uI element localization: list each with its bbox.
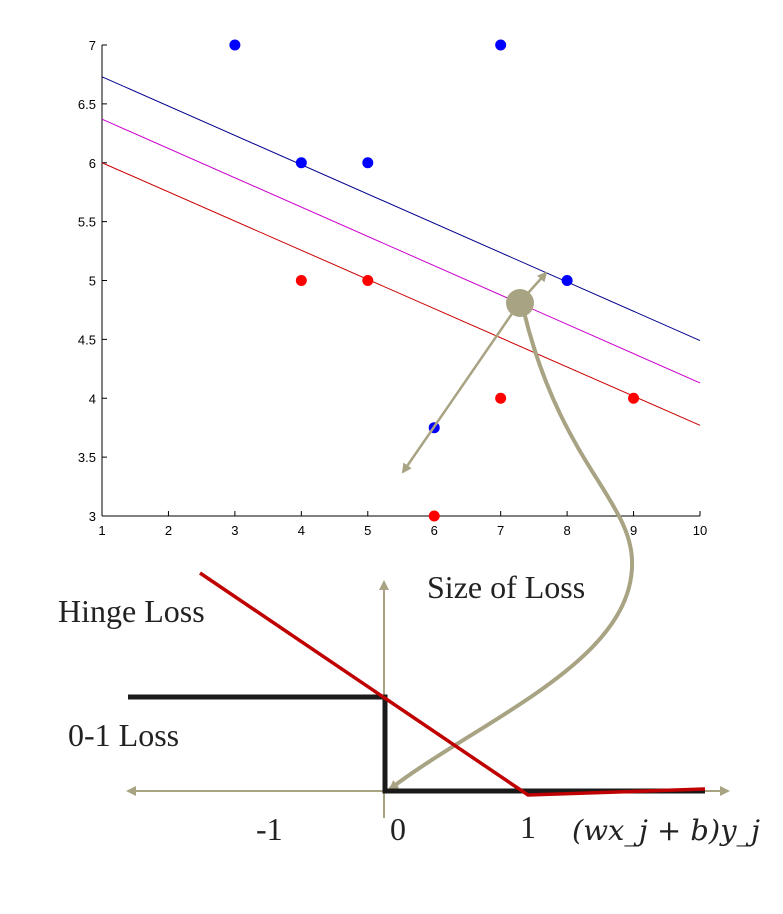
loss-axis-label: (wx_j + b)y_j xyxy=(572,814,760,847)
y-tick-label: 3.5 xyxy=(78,450,96,465)
y-tick-label: 3 xyxy=(89,509,96,524)
x-tick-label: 6 xyxy=(431,523,438,538)
x-tick-label: 8 xyxy=(563,523,570,538)
loss-axis-label-text: (wx_j + b)y_j xyxy=(572,814,760,847)
y-tick-label: 4.5 xyxy=(78,332,96,347)
zero-one-loss-curve xyxy=(128,694,705,794)
hinge-loss-label: Hinge Loss xyxy=(58,593,205,629)
x-tick-label: 10 xyxy=(693,523,707,538)
red-point xyxy=(428,510,440,522)
x-tick-label: 5 xyxy=(364,523,371,538)
plot-axes xyxy=(101,45,700,517)
y-tick-label: 4 xyxy=(89,391,96,406)
tick-minus-one: -1 xyxy=(256,811,283,847)
loss-diagram: Hinge Loss 0-1 Loss Size of Loss -1 0 1 … xyxy=(58,569,760,847)
y-ticks: 3 3.5 4 4.5 5 5.5 6 6.5 7 xyxy=(78,38,107,524)
y-tick-label: 6 xyxy=(89,156,96,171)
size-of-loss-label: Size of Loss xyxy=(427,569,585,605)
y-tick-label: 5 xyxy=(89,274,96,289)
x-tick-label: 9 xyxy=(630,523,637,538)
blue-point xyxy=(229,39,241,51)
separator-lines xyxy=(101,76,701,426)
y-tick-label: 6.5 xyxy=(78,97,96,112)
y-tick-label: 5.5 xyxy=(78,215,96,230)
x-tick-label: 1 xyxy=(98,523,105,538)
loss-curved-arrow xyxy=(388,311,635,791)
x-tick-label: 2 xyxy=(165,523,172,538)
zero-one-loss-label: 0-1 Loss xyxy=(68,717,179,753)
x-ticks: 1 2 3 4 5 6 7 8 9 10 xyxy=(98,511,707,538)
margin-annotation xyxy=(388,271,635,791)
margin-double-arrow-lower xyxy=(401,301,522,474)
separator-line-magenta xyxy=(101,118,701,384)
y-tick-label: 7 xyxy=(89,38,96,53)
blue-point xyxy=(495,39,507,51)
blue-point xyxy=(295,157,307,169)
red-point xyxy=(495,392,507,404)
tick-one: 1 xyxy=(520,809,536,845)
x-tick-label: 7 xyxy=(497,523,504,538)
separator-line-line_blue xyxy=(101,76,701,342)
x-tick-label: 3 xyxy=(231,523,238,538)
red-point xyxy=(628,392,640,404)
x-tick-label: 4 xyxy=(298,523,305,538)
hinge-loss-curve xyxy=(199,571,706,797)
blue-point xyxy=(362,157,374,169)
red-point xyxy=(295,275,307,286)
scatter-plot: 1 2 3 4 5 6 7 8 9 10 3 3.5 4 4.5 5 5.5 6 6.5 7 xyxy=(78,38,707,538)
tick-zero: 0 xyxy=(390,811,406,847)
blue-point xyxy=(561,275,573,286)
red-point xyxy=(362,275,374,286)
separator-line-line_red xyxy=(101,162,701,426)
loss-source-dot xyxy=(506,289,534,317)
